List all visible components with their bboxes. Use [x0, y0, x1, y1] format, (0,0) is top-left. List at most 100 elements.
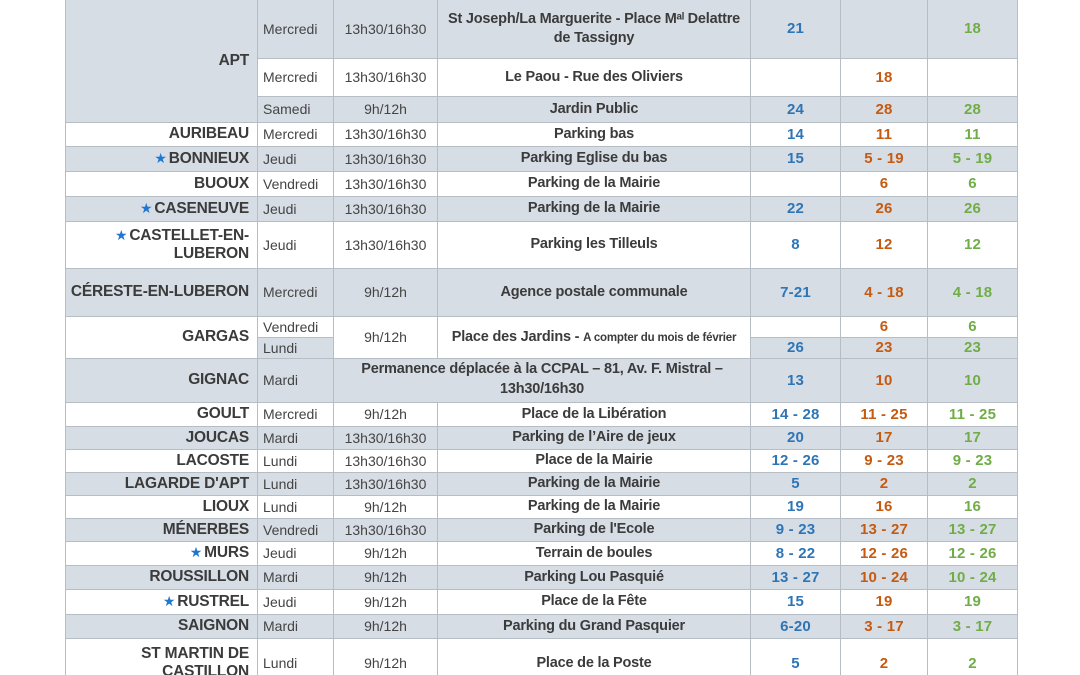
hours-cell: 13h30/16h30 [333, 471, 438, 496]
day-cell: Jeudi [257, 195, 334, 222]
location-cell: Parking de la Mairie [437, 170, 751, 197]
hours-cell: 13h30/16h30 [333, 121, 438, 147]
date-cell-2 [840, 0, 928, 59]
commune-cell: ★ CASENEUVE [65, 195, 258, 222]
date-cell-2: 2 [840, 471, 928, 496]
hours-cell: 9h/12h [333, 540, 438, 566]
commune-name: CASTELLET-EN-LUBERON [129, 226, 249, 262]
date-cell-1: 15 [750, 588, 841, 615]
location-cell: Parking Eglise du bas [437, 145, 751, 172]
table-row: ★ CASTELLET-EN-LUBERON Jeudi 13h30/16h30 … [65, 220, 1018, 269]
date-cell-1: 20 [750, 425, 841, 450]
table-row: Mercredi 13h30/16h30 Le Paou - Rue des O… [66, 57, 1018, 97]
commune-name: MURS [204, 544, 249, 562]
date-cell-3: 10 - 24 [927, 564, 1018, 590]
date-cell-1: 5 [750, 471, 841, 496]
date-cell-2: 28 [840, 95, 928, 123]
date-cell-3: 17 [927, 425, 1018, 450]
day-cell: Mardi [257, 357, 334, 403]
table-row: MÉNERBES Vendredi 13h30/16h30 Parking de… [65, 517, 1018, 542]
date-cell-2: 13 - 27 [840, 517, 928, 542]
day-cell: Lundi [257, 637, 334, 675]
day-cell: Samedi [257, 95, 334, 123]
location-name: Place des Jardins - [451, 328, 580, 345]
date-cell-2: 10 - 24 [840, 564, 928, 590]
location-cell: Parking de la Mairie [437, 494, 751, 519]
date-cell-2: 18 [840, 57, 928, 97]
commune-cell: APT [65, 0, 258, 123]
table-row: AURIBEAU Mercredi 13h30/16h30 Parking ba… [65, 121, 1018, 147]
date-cell-2: 23 [840, 336, 928, 359]
day-cell: Vendredi [257, 517, 334, 542]
date-cell-3: 13 - 27 [927, 517, 1018, 542]
hours-cell: 13h30/16h30 [333, 170, 438, 197]
date-cell-2: 2 [840, 637, 928, 675]
location-cell: Parking de la Mairie [437, 195, 751, 222]
location-cell: Parking de l'Ecole [437, 517, 751, 542]
day-cell: Mercredi [257, 267, 334, 317]
hours-cell: 9h/12h [333, 588, 438, 615]
table-row: BUOUX Vendredi 13h30/16h30 Parking de la… [65, 170, 1018, 197]
date-cell-2: 9 - 23 [840, 448, 928, 473]
star-icon: ★ [154, 149, 167, 166]
date-cell-1: 24 [750, 95, 841, 123]
hours-cell: 13h30/16h30 [333, 145, 438, 172]
date-cell-1: 8 [750, 220, 841, 269]
commune-name: BONNIEUX [168, 149, 249, 167]
location-cell: Place de la Mairie [437, 448, 751, 473]
table-row: Lundi 26 23 23 [66, 336, 1018, 359]
day-cell: Mercredi [257, 401, 334, 427]
date-cell-1: 8 - 22 [750, 540, 841, 566]
hours-cell: 13h30/16h30 [333, 425, 438, 450]
commune-cell: ★ BONNIEUX [65, 145, 258, 172]
commune-cell: MÉNERBES [65, 517, 258, 542]
location-cell: Le Paou - Rue des Oliviers [437, 57, 751, 97]
date-cell-3: 19 [927, 588, 1018, 615]
commune-cell: ST MARTIN DE CASTILLON [65, 637, 258, 675]
location-cell: Jardin Public [437, 95, 751, 123]
hours-cell: 13h30/16h30 [333, 220, 438, 269]
commune-cell: SAIGNON [65, 613, 258, 639]
location-cell: Parking bas [437, 121, 751, 147]
day-cell: Lundi [257, 494, 334, 519]
day-cell: Mardi [257, 425, 334, 450]
commune-cell: GARGAS [65, 315, 258, 359]
date-cell-3: 11 - 25 [927, 401, 1018, 427]
date-cell-3: 6 [927, 315, 1018, 338]
star-icon: ★ [162, 592, 176, 609]
date-cell-2: 3 - 17 [840, 613, 928, 639]
date-cell-1: 14 - 28 [750, 401, 841, 427]
commune-cell: JOUCAS [65, 425, 258, 450]
date-cell-1 [750, 170, 841, 197]
date-cell-1: 14 [750, 121, 841, 147]
date-cell-1: 19 [750, 494, 841, 519]
date-cell-2: 11 [840, 121, 928, 147]
table-row: LIOUX Lundi 9h/12h Parking de la Mairie … [65, 494, 1018, 519]
commune-cell: GIGNAC [65, 357, 258, 403]
table-row: ST MARTIN DE CASTILLON Lundi 9h/12h Plac… [65, 637, 1018, 675]
location-cell: Parking de la Mairie [437, 471, 751, 496]
day-cell: Jeudi [257, 540, 334, 566]
location-cell: Place de la Fête [437, 588, 751, 615]
date-cell-3: 9 - 23 [927, 448, 1018, 473]
location-cell: Parking de l’Aire de jeux [437, 425, 751, 450]
commune-cell: ★ MURS [65, 540, 258, 566]
day-cell: Mercredi [257, 121, 334, 147]
table-row: GIGNAC Mardi Permanence déplacée à la CC… [65, 357, 1018, 403]
hours-cell: 13h30/16h30 [333, 0, 438, 59]
date-cell-3: 2 [927, 637, 1018, 675]
table-row: GARGAS Vendredi 9h/12h Place des Jardins… [65, 315, 1018, 359]
day-cell: Mercredi [257, 57, 334, 97]
hours-cell: 9h/12h [333, 95, 438, 123]
table-row: ★ MURS Jeudi 9h/12h Terrain de boules 8 -… [65, 540, 1018, 566]
date-cell-1: 13 - 27 [750, 564, 841, 590]
table-row: LAGARDE D'APT Lundi 13h30/16h30 Parking … [65, 471, 1018, 496]
date-cell-1 [750, 315, 841, 338]
location-cell: Place de la Libération [437, 401, 751, 427]
table-row: SAIGNON Mardi 9h/12h Parking du Grand Pa… [65, 613, 1018, 639]
day-cell: Mardi [257, 613, 334, 639]
day-cell: Jeudi [257, 145, 334, 172]
date-cell-1: 22 [750, 195, 841, 222]
location-cell: Parking du Grand Pasquier [437, 613, 751, 639]
